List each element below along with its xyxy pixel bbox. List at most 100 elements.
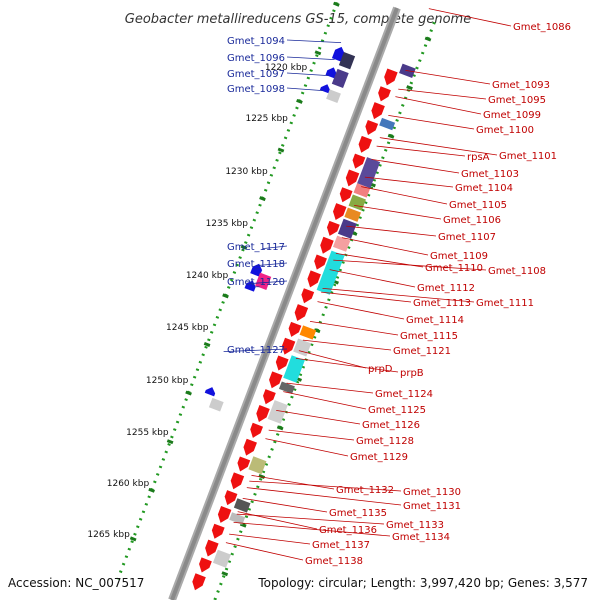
forward-gene-shape — [269, 371, 283, 389]
left-gene-label: Gmet_1097 — [227, 69, 285, 80]
gene-block-left — [338, 52, 356, 70]
backbone-line — [170, 7, 399, 600]
reverse-gene-shape — [331, 46, 345, 62]
left-leader-line — [286, 87, 323, 92]
right-leader-line — [233, 521, 391, 537]
forward-gene — [320, 236, 334, 254]
tick-mark — [276, 425, 284, 431]
forward-gene-shape — [339, 187, 353, 203]
map-tracks — [116, 0, 436, 600]
gene-block-shape — [267, 400, 288, 424]
gene-block-shape — [353, 183, 371, 198]
forward-gene-shape — [192, 573, 206, 591]
forward-gene — [301, 288, 315, 304]
left-gene-labels: Gmet_1094 Gmet_1096 Gmet_1097 Gmet_1098 Gmet… — [223, 36, 342, 356]
forward-gene-shape — [384, 68, 398, 86]
forward-gene — [365, 119, 379, 135]
left-gene-label: Gmet_1120 — [227, 277, 285, 288]
forward-gene-shape — [294, 304, 309, 321]
right-leader-line — [265, 438, 349, 457]
right-gene-label: Gmet_1132 — [336, 485, 394, 496]
right-leader-line — [388, 114, 475, 130]
left-leader-line — [286, 72, 329, 77]
forward-gene-shape — [230, 472, 245, 490]
forward-gene — [237, 456, 251, 472]
forward-gene — [243, 438, 257, 456]
right-gene-label: Gmet_1115 — [400, 331, 458, 342]
forward-gene-shape — [307, 270, 321, 288]
right-leader-line — [354, 204, 442, 220]
kbp-label: 1260 kbp — [107, 479, 150, 489]
forward-gene-shape — [205, 539, 219, 557]
left-leader-line — [286, 56, 335, 61]
accession-text: Accession: NC_007517 — [8, 576, 144, 590]
right-gene-label: Gmet_1136 — [319, 525, 377, 536]
gene-block — [212, 549, 231, 568]
gene-block — [229, 512, 246, 525]
forward-gene-shape — [256, 405, 270, 422]
forward-gene-shape — [326, 220, 340, 236]
gene-block — [283, 355, 305, 383]
gene-block-left — [326, 89, 341, 104]
right-gene-label: Gmet_1121 — [393, 346, 451, 357]
right-gene-label: Gmet_1103 — [461, 169, 519, 180]
kbp-label: 1225 kbp — [245, 114, 288, 124]
gene-block-left-shape — [208, 397, 224, 412]
gene-block-shape — [212, 549, 231, 568]
right-gene-label: Gmet_1126 — [362, 420, 420, 431]
gene-block — [267, 400, 288, 424]
gene-block-shape — [379, 117, 396, 131]
tick-mark — [406, 85, 413, 91]
right-leader-line — [225, 542, 304, 561]
kbp-scale: 1220 kbp 1225 kbp 1230 kbp 1235 kbp 1240 kbp… — [87, 63, 307, 540]
forward-gene — [250, 422, 264, 438]
forward-gene — [275, 355, 289, 371]
gene-block-shape — [344, 207, 361, 222]
forward-gene-shape — [275, 355, 289, 371]
forward-gene — [269, 371, 283, 389]
forward-gene — [199, 557, 212, 573]
right-leader-line — [317, 301, 405, 320]
gene-block-shape — [293, 338, 312, 357]
gene-block-shape — [229, 512, 246, 525]
kbp-label: 1220 kbp — [265, 63, 308, 73]
forward-gene — [352, 153, 366, 169]
right-gene-label: Gmet_1109 — [430, 251, 488, 262]
forward-gene — [339, 187, 353, 203]
forward-gene-shape — [281, 337, 296, 355]
right-leader-line — [395, 96, 482, 115]
left-leader-line — [256, 262, 288, 267]
right-gene-label: Gmet_1138 — [305, 556, 363, 567]
gene-block-left — [255, 272, 272, 290]
forward-gene-shape — [333, 203, 347, 221]
right-leader-line — [268, 429, 355, 441]
tick-mark — [239, 522, 247, 528]
forward-gene-shape — [345, 169, 360, 187]
right-gene-label: Gmet_1110 — [425, 263, 483, 274]
gene-block — [248, 456, 267, 475]
right-gene-label: Gmet_1111 — [476, 298, 534, 309]
right-leader-line — [361, 186, 448, 205]
right-gene-label: Gmet_1093 — [492, 80, 550, 91]
gene-block-left-shape — [331, 68, 349, 89]
forward-gene-shape — [352, 153, 366, 169]
right-leader-line — [398, 88, 487, 100]
gene-block-shape — [283, 355, 305, 383]
right-leader-line — [276, 409, 361, 425]
right-gene-label: Gmet_1105 — [449, 200, 507, 211]
right-gene-label: Gmet_1100 — [476, 125, 534, 136]
right-leader-line — [237, 511, 318, 530]
gene-block-left-shape — [338, 52, 356, 70]
right-leader-line — [249, 480, 402, 492]
right-gene-label: Gmet_1113 — [413, 298, 471, 309]
forward-gene-shape — [211, 523, 225, 539]
tick-mark — [240, 244, 248, 250]
right-gene-label: Gmet_1112 — [417, 283, 475, 294]
forward-gene — [371, 102, 385, 120]
right-leader-line — [229, 533, 311, 545]
right-leader-line — [236, 513, 385, 525]
gene-block-left-shape — [255, 272, 272, 290]
forward-gene-shape — [365, 119, 379, 135]
kbp-label: 1265 kbp — [87, 530, 130, 540]
right-leader-line — [405, 69, 491, 85]
